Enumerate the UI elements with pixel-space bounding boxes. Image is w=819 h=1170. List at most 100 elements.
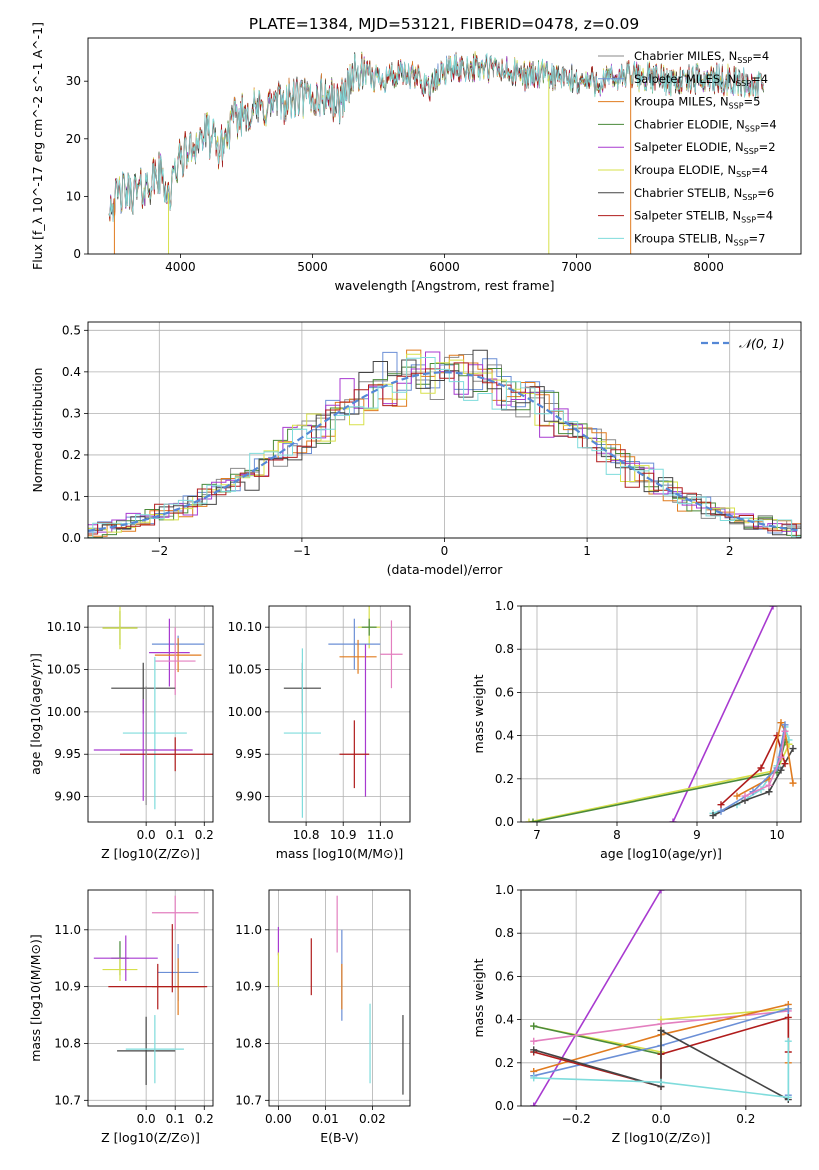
- y-tick-label: 0.6: [495, 685, 514, 699]
- legend-label-subscript: SSP: [745, 124, 760, 133]
- histogram-series: [88, 349, 801, 537]
- x-tick-label: −2: [150, 544, 168, 558]
- y-tick-label: 10.7: [235, 1093, 262, 1107]
- legend-label-text: Salpeter MILES, N: [634, 72, 736, 86]
- y-tick-label: 0.0: [62, 531, 81, 545]
- x-tick-label: 0.2: [195, 1112, 214, 1126]
- x-tick-label: 0.0: [651, 1112, 670, 1126]
- weight-marker: [530, 1074, 538, 1082]
- x-tick-label: 0.00: [265, 1112, 292, 1126]
- legend-label-count: =4: [756, 209, 773, 223]
- x-axis-label: (data-model)/error: [387, 562, 504, 577]
- y-tick-label: 10.7: [54, 1093, 81, 1107]
- plot-area: [283, 606, 403, 818]
- spectrum-line: [108, 52, 764, 222]
- x-axis-label: wavelength [Angstrom, rest frame]: [334, 278, 554, 293]
- weight-series-line: [533, 890, 662, 1106]
- x-tick-label: 0.2: [736, 1112, 755, 1126]
- legend-label-count: =4: [760, 117, 777, 131]
- legend-label-subscript: SSP: [736, 170, 751, 179]
- normal-reference-curve: [88, 371, 801, 532]
- x-tick-label: 2: [726, 544, 734, 558]
- x-tick-label: 0.2: [195, 828, 214, 842]
- weight-marker: [777, 753, 785, 761]
- y-axis-label: Normed distribution: [30, 368, 45, 493]
- weight-marker: [784, 1093, 792, 1101]
- y-axis-label: age [log10(age/yr)]: [28, 653, 43, 775]
- weight-marker: [530, 1102, 538, 1106]
- weight-marker: [657, 1020, 665, 1028]
- y-tick-label: 10.8: [54, 1036, 81, 1050]
- y-tick-label: 0.5: [62, 323, 81, 337]
- weight-marker: [530, 1046, 538, 1054]
- weight-series-line: [744, 731, 786, 797]
- weight-marker: [530, 1022, 538, 1030]
- x-tick-label: 0.0: [137, 828, 156, 842]
- y-tick-label: 0.2: [62, 448, 81, 462]
- y-tick-label: 1.0: [495, 599, 514, 613]
- y-tick-label: 0.4: [62, 365, 81, 379]
- x-tick-label: 0.1: [166, 828, 185, 842]
- histogram-series: [88, 353, 801, 538]
- y-tick-label: 0.6: [495, 969, 514, 983]
- x-tick-label: 1: [583, 544, 591, 558]
- weight-marker: [717, 801, 725, 809]
- weight-marker: [784, 1005, 792, 1013]
- y-tick-label: 0.0: [495, 815, 514, 829]
- weight-marker: [717, 807, 725, 815]
- legend-label-subscript: SSP: [744, 147, 759, 156]
- axes-frame: [87, 605, 214, 823]
- plot-area: [88, 349, 801, 538]
- x-tick-label: 7: [533, 828, 541, 842]
- legend-label: Kroupa ELODIE, NSSP=4: [634, 163, 768, 179]
- y-tick-label: 9.95: [235, 747, 262, 761]
- plot-area: [93, 895, 208, 1085]
- legend-label: Chabrier ELODIE, NSSP=4: [634, 117, 777, 133]
- x-axis-label: Z [log10(Z/Z⊙)]: [101, 846, 200, 861]
- histogram-series: [88, 349, 801, 536]
- axes-frame: [87, 889, 214, 1107]
- age-vs-metallicity-panel: 0.0 0.1 0.2 9.90 9.95 10.00 10.05 10.10 Z [log10…: [28, 605, 214, 861]
- legend-label: Salpeter MILES, NSSP=4: [634, 72, 768, 88]
- histogram-series: [88, 362, 801, 538]
- residuals-histogram-panel: −2 −1 0 1 2 0.0 0.1 0.2 0.3 0.4 0.5 (data-model)/er…: [30, 321, 802, 577]
- y-tick-label: 0.2: [495, 1056, 514, 1070]
- weight-series-line: [533, 1025, 662, 1055]
- grid: [88, 606, 213, 822]
- y-tick-label: 0.3: [62, 406, 81, 420]
- mass-vs-metallicity-panel: 0.0 0.1 0.2 10.7 10.8 10.9 11.0 Z [log10(Z/Z⊙)]…: [28, 889, 214, 1145]
- legend-label: 𝒩(0, 1): [739, 336, 785, 351]
- legend-label-text: Chabrier MILES, N: [634, 49, 737, 63]
- y-tick-label: 0.0: [495, 1099, 514, 1113]
- x-tick-label: 11.0: [367, 828, 394, 842]
- legend-label-count: =5: [744, 95, 761, 109]
- plot-area: [525, 606, 797, 822]
- x-tick-label: 5000: [297, 260, 328, 274]
- x-axis-label: age [log10(age/yr)]: [600, 846, 722, 861]
- weight-marker: [530, 1037, 538, 1045]
- y-tick-label: 10.05: [228, 663, 262, 677]
- y-tick-label: 10: [66, 189, 81, 203]
- x-tick-label: 9: [693, 828, 701, 842]
- weight-series-line: [672, 606, 774, 822]
- mass-weight-vs-age-panel: 7 8 9 10 0.0 0.2 0.4 0.6 0.8 1.0 age [log10(age/yr…: [471, 599, 802, 861]
- y-tick-label: 0.4: [495, 729, 514, 743]
- figure-title: PLATE=1384, MJD=53121, FIBERID=0478, z=0…: [249, 15, 639, 33]
- y-tick-label: 0.8: [495, 926, 514, 940]
- y-tick-label: 0: [73, 247, 81, 261]
- plot-area: [93, 606, 213, 810]
- legend-label-count: =7: [749, 231, 766, 245]
- x-axis-label: E(B-V): [320, 1130, 359, 1145]
- plot-area: [277, 895, 404, 1095]
- weight-marker: [781, 727, 789, 735]
- axes-frame: [87, 321, 802, 539]
- legend-label-count: =4: [751, 72, 768, 86]
- weight-marker: [757, 764, 765, 772]
- weight-marker: [784, 1013, 792, 1021]
- x-tick-label: 10.8: [293, 828, 320, 842]
- y-tick-label: 30: [66, 74, 81, 88]
- x-tick-label: 10: [769, 828, 784, 842]
- mass-weight-vs-metallicity-panel: −0.2 0.0 0.2 0.0 0.2 0.4 0.6 0.8 1.0 Z [log10(Z/Z…: [471, 883, 802, 1145]
- legend-label-subscript: SSP: [742, 193, 757, 202]
